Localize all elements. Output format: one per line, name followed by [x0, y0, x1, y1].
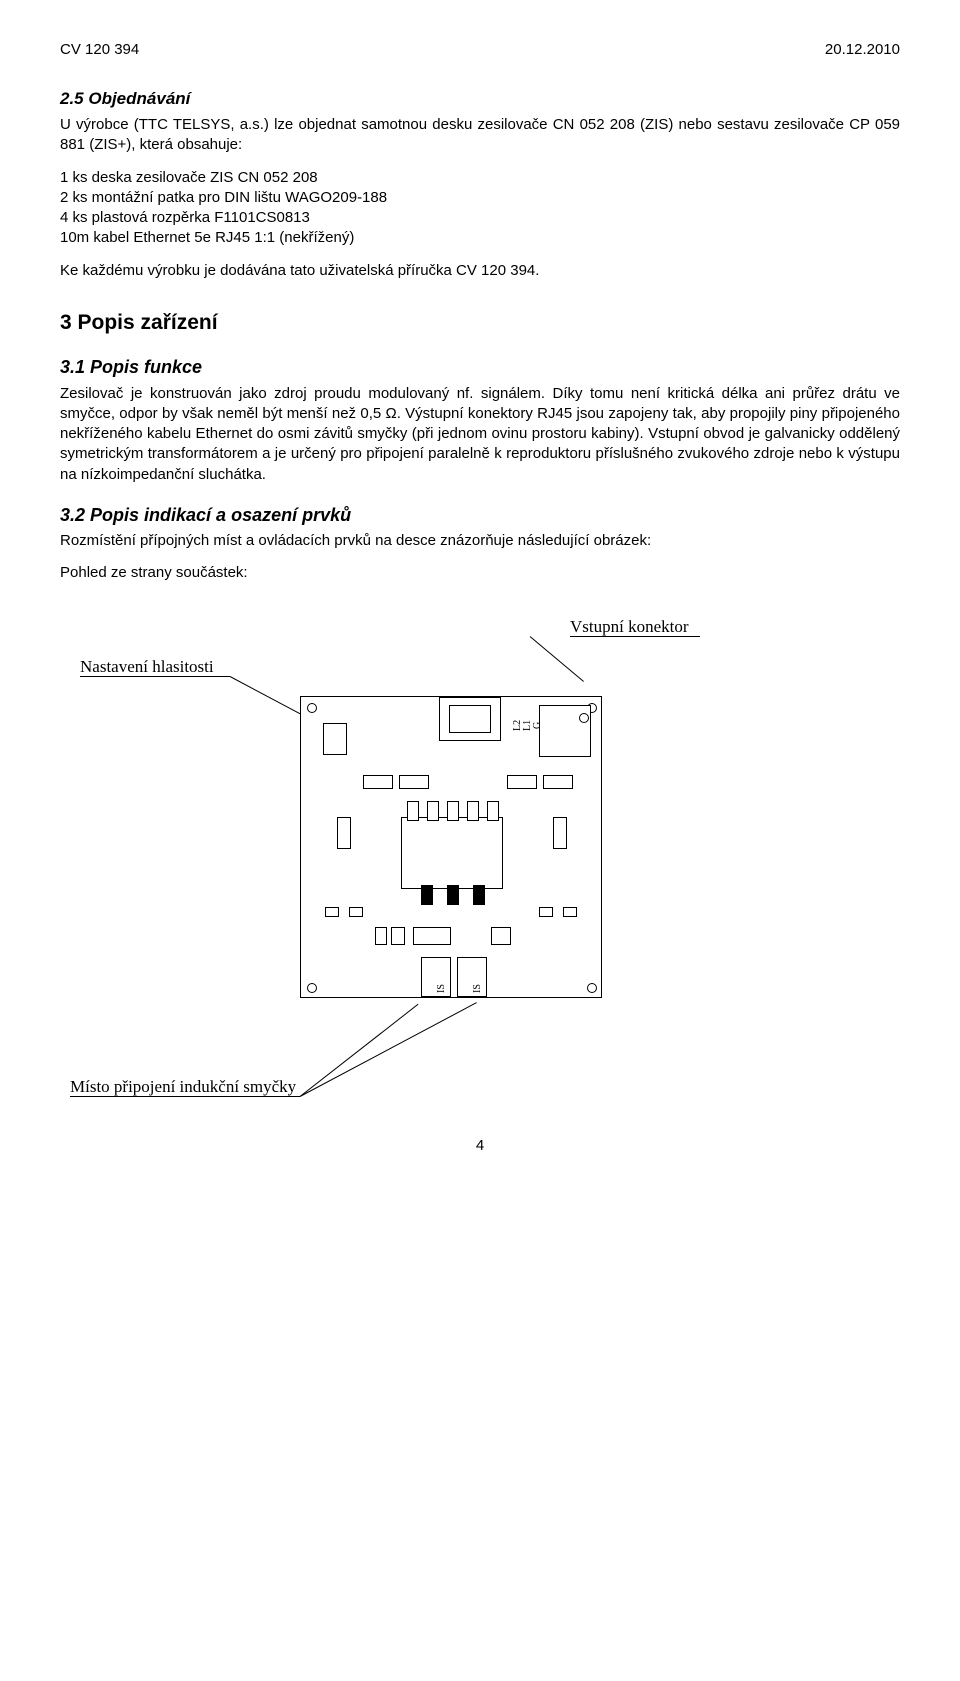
pcb-component [399, 775, 429, 789]
pcb-component [563, 907, 577, 917]
pcb-hole [307, 983, 317, 993]
pcb-component [391, 927, 405, 945]
chip-pin [427, 801, 439, 821]
chip-pin [473, 885, 485, 905]
s3-1-body: Zesilovač je konstruován jako zdroj prou… [60, 384, 900, 485]
doc-date: 20.12.2010 [825, 40, 900, 60]
chip-pin [467, 801, 479, 821]
pcb-component [491, 927, 511, 945]
doc-code: CV 120 394 [60, 40, 139, 60]
pcb-hole [307, 703, 317, 713]
callout-leader [530, 636, 584, 682]
s2-5-list: 1 ks deska zesilovače ZIS CN 052 208 2 k… [60, 168, 900, 249]
chip-pin [487, 801, 499, 821]
callout-underline [80, 676, 230, 677]
callout-underline [70, 1096, 300, 1097]
heading-3-1: 3.1 Popis funkce [60, 355, 900, 379]
pcb-component [543, 775, 573, 789]
pcb-chip [401, 817, 503, 889]
pcb-label-is: IS [435, 984, 449, 993]
heading-2-5: 2.5 Objednávání [60, 88, 900, 111]
chip-pin [421, 885, 433, 905]
pcb-component [325, 907, 339, 917]
chip-pin [447, 885, 459, 905]
callout-leader [300, 1003, 419, 1096]
list-item: 4 ks plastová rozpěrka F1101CS0813 [60, 208, 900, 228]
chip-pin [407, 801, 419, 821]
pcb-capacitor [337, 817, 351, 849]
list-item: 1 ks deska zesilovače ZIS CN 052 208 [60, 168, 900, 188]
pcb-hole [587, 983, 597, 993]
pcb-outline: L2 L1 G [300, 696, 602, 998]
s2-5-lead: U výrobce (TTC TELSYS, a.s.) lze objedna… [60, 115, 900, 156]
chip-pin [447, 801, 459, 821]
list-item: 10m kabel Ethernet 5e RJ45 1:1 (nekřížen… [60, 228, 900, 248]
pcb-component [375, 927, 387, 945]
pcb-label-is: IS [471, 984, 485, 993]
input-connector-inner [449, 705, 491, 733]
s2-5-trailer: Ke každému výrobku je dodávána tato uživ… [60, 261, 900, 281]
pcb-component [507, 775, 537, 789]
pcb-figure: Vstupní konektor Nastavení hlasitosti L2… [60, 596, 820, 1116]
list-item: 2 ks montážní patka pro DIN lištu WAGO20… [60, 188, 900, 208]
pcb-hole [579, 713, 589, 723]
pcb-capacitor [553, 817, 567, 849]
page-header: CV 120 394 20.12.2010 [60, 40, 900, 60]
pcb-component [413, 927, 451, 945]
volume-trimmer [323, 723, 347, 755]
pcb-component [363, 775, 393, 789]
page-number: 4 [60, 1136, 900, 1156]
callout-underline [570, 636, 700, 637]
heading-3-2: 3.2 Popis indikací a osazení prvků [60, 503, 900, 527]
pcb-component [539, 907, 553, 917]
s3-2-body: Rozmístění přípojných míst a ovládacích … [60, 531, 900, 551]
s3-2-caption: Pohled ze strany součástek: [60, 563, 900, 583]
callout-leader [300, 1002, 477, 1097]
heading-3: 3 Popis zařízení [60, 309, 900, 337]
pcb-component [349, 907, 363, 917]
